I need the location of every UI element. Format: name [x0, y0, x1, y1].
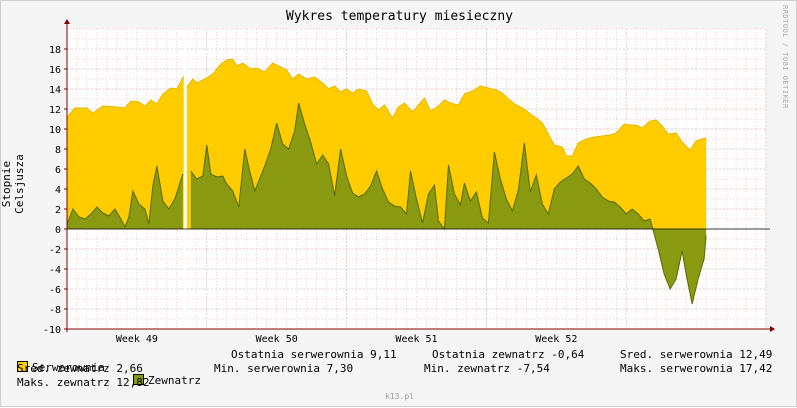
legend-swatch-serwerownia: [17, 361, 28, 372]
y-tick-label: 18: [49, 45, 61, 56]
y-tick-label: 16: [49, 65, 61, 76]
y-tick-label: -2: [49, 245, 61, 256]
legend-label-serwerownia: Serwerownia: [32, 361, 105, 374]
y-tick-label: 2: [55, 205, 61, 216]
legend-row-1: Serwerownia Zewnatrz: [17, 348, 201, 400]
tick-labels: 18 16 14 12 10 8 6 4 2 0 -2 -4 -6 -8 -10 Week 49 Week 50…: [43, 45, 577, 345]
stat-ostatnia-zewnatrz: Ostatnia zewnatrz -0,64: [432, 348, 585, 361]
y-tick-label: 10: [49, 125, 61, 136]
stat-min-serwerownia: Min. serwerownia 7,30: [214, 362, 354, 375]
x-tick-label: Week 52: [535, 334, 577, 345]
x-tick-label: Week 50: [256, 334, 298, 345]
y-tick-label: 0: [55, 225, 61, 236]
y-tick-label: 12: [49, 105, 61, 116]
stat-ostatnia-serwerownia: Ostatnia serwerownia 9,11: [231, 348, 397, 361]
watermark: RRDTOOL / TOBI OETIKER: [781, 5, 789, 109]
y-tick-label: -10: [43, 325, 61, 336]
legend-serwerownia: Serwerownia: [17, 361, 105, 374]
line-serwerownia-0: [66, 75, 185, 118]
y-tick-label: 8: [55, 145, 61, 156]
stat-maks-zewnatrz: Maks. zewnatrz 12,82: [17, 376, 150, 389]
y-axis-arrow: [64, 19, 70, 24]
stat-min-zewnatrz: Min. zewnatrz -7,54: [424, 362, 550, 375]
line-serwerownia-1: [186, 58, 707, 157]
y-tick-label: 6: [55, 165, 61, 176]
y-tick-label: 4: [55, 185, 61, 196]
legend-label-zewnatrz: Zewnatrz: [148, 374, 201, 387]
chart-title: Wykres temperatury miesieczny: [286, 9, 513, 24]
stat-sred-serwerownia: Sred. serwerownia 12,49: [620, 348, 773, 361]
y-tick-label: -6: [49, 285, 61, 296]
legend-swatch-zewnatrz: [133, 374, 144, 385]
series-areas: [66, 29, 707, 329]
legend-zewnatrz: Zewnatrz: [133, 374, 201, 387]
y-tick-label: -8: [49, 305, 61, 316]
line-zewnatrz-0: [66, 165, 184, 229]
data-gap: [183, 29, 187, 329]
area-zewnatrz-1: [190, 103, 707, 304]
stat-maks-serwerownia: Maks. serwerownia 17,42: [620, 362, 773, 375]
y-tick-label: 14: [49, 85, 61, 96]
axes: [64, 19, 775, 332]
y-tick-label: -4: [49, 265, 61, 276]
x-axis-arrow: [770, 326, 775, 332]
stat-sred-zewnatrz: Sred. zewnatrz 2,66: [17, 362, 143, 375]
footer-credit: k13.pl: [385, 392, 414, 401]
x-tick-label: Week 51: [395, 334, 437, 345]
x-tick-label: Week 49: [116, 334, 158, 345]
